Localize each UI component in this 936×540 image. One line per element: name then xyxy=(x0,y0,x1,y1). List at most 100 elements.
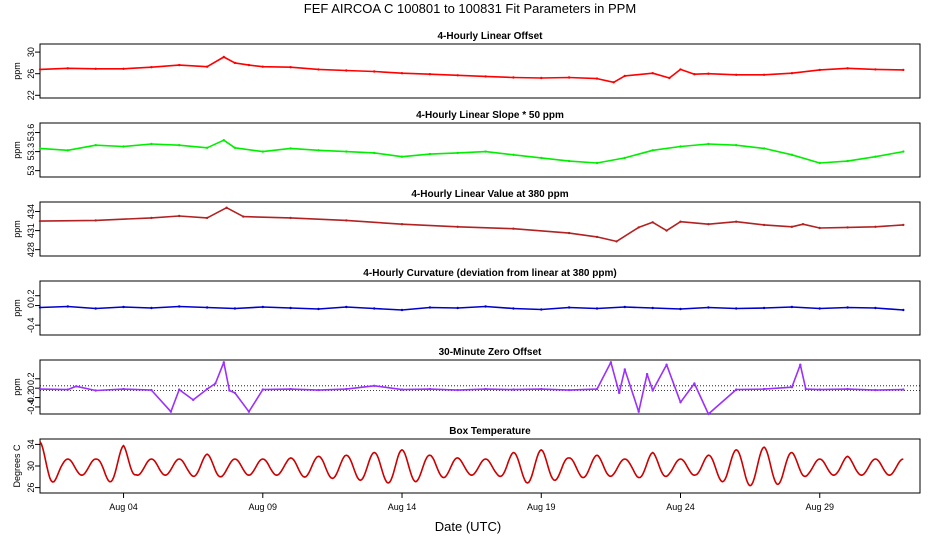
data-point xyxy=(345,219,348,222)
data-point xyxy=(512,388,515,391)
data-point xyxy=(874,155,877,158)
data-point xyxy=(818,161,821,165)
data-point xyxy=(612,81,615,84)
panel-title: 4-Hourly Curvature (deviation from linea… xyxy=(363,268,616,279)
panel-title: 4-Hourly Linear Value at 380 ppm xyxy=(411,189,568,200)
data-point xyxy=(38,68,42,71)
data-point xyxy=(317,68,320,71)
data-point xyxy=(428,152,432,156)
panel-frame xyxy=(39,280,921,336)
data-point xyxy=(540,156,543,160)
data-point xyxy=(261,150,264,153)
data-point xyxy=(373,70,376,73)
data-point xyxy=(623,74,626,78)
data-point xyxy=(623,156,626,160)
x-tick-label: Aug 14 xyxy=(388,502,417,512)
data-point xyxy=(735,307,738,310)
data-point xyxy=(707,223,710,226)
data-point xyxy=(289,66,292,69)
data-point xyxy=(846,159,849,163)
x-axis-label: Date (UTC) xyxy=(435,519,501,534)
data-point xyxy=(317,388,320,392)
data-point xyxy=(66,305,70,308)
data-point xyxy=(637,226,640,229)
data-point xyxy=(762,306,766,310)
x-tick-label: Aug 04 xyxy=(109,502,138,512)
data-point xyxy=(122,67,125,71)
data-point xyxy=(902,150,905,153)
data-point xyxy=(874,306,877,310)
chart-panel-5: 30-Minute Zero Offset -0.4-0.200.2 ppm xyxy=(12,347,921,416)
figure-title: FEF AIRCOA C 100801 to 100831 Fit Parame… xyxy=(304,1,636,16)
data-point xyxy=(38,306,42,309)
data-point xyxy=(484,305,487,308)
data-point xyxy=(735,388,738,391)
panel-title: 4-Hourly Linear Offset xyxy=(437,31,543,42)
data-point xyxy=(874,68,877,71)
data-point xyxy=(679,68,682,71)
data-point xyxy=(595,77,599,80)
data-point xyxy=(94,389,97,392)
data-point xyxy=(261,305,264,309)
data-point xyxy=(38,147,42,150)
data-point xyxy=(804,387,807,391)
data-point xyxy=(400,388,404,391)
data-point xyxy=(178,63,181,67)
data-point xyxy=(345,150,348,153)
data-point xyxy=(345,387,348,391)
y-tick-label: 428 xyxy=(26,242,36,257)
data-point xyxy=(902,223,905,227)
data-point xyxy=(567,306,571,309)
data-point xyxy=(762,223,766,227)
data-point xyxy=(651,72,654,75)
data-point xyxy=(679,220,682,223)
data-point xyxy=(428,73,432,76)
data-point xyxy=(122,387,125,391)
data-point xyxy=(846,226,849,229)
data-point xyxy=(66,67,70,70)
data-point xyxy=(66,388,70,391)
data-point xyxy=(225,206,228,209)
data-point xyxy=(261,388,264,391)
panel-title: 30-Minute Zero Offset xyxy=(439,347,542,358)
data-point xyxy=(790,386,794,389)
data-point xyxy=(735,220,738,223)
y-axis-label: ppm xyxy=(12,220,22,238)
data-point xyxy=(222,361,225,364)
data-point xyxy=(846,67,849,70)
data-point xyxy=(799,363,802,366)
data-point xyxy=(94,144,97,147)
data-point xyxy=(233,61,237,65)
data-point xyxy=(214,382,217,385)
data-point xyxy=(400,308,404,312)
data-point xyxy=(846,387,849,391)
data-point xyxy=(484,150,487,153)
data-point xyxy=(66,149,70,152)
data-point xyxy=(762,387,766,391)
data-point xyxy=(665,229,668,232)
data-point xyxy=(373,384,376,387)
data-point xyxy=(289,387,292,391)
data-point xyxy=(456,151,459,155)
data-point xyxy=(790,225,794,228)
data-point xyxy=(645,372,649,376)
data-point xyxy=(456,74,459,77)
data-point xyxy=(400,223,404,226)
data-point xyxy=(289,216,292,220)
panel-frame xyxy=(39,201,921,257)
data-point xyxy=(762,73,766,77)
y-tick-label: -0.2 xyxy=(26,390,36,406)
data-point xyxy=(818,388,821,391)
data-point xyxy=(247,63,251,67)
y-tick-label: 0 xyxy=(26,386,36,391)
x-tick-label: Aug 24 xyxy=(666,502,695,512)
data-point xyxy=(540,387,543,391)
data-point xyxy=(707,72,710,75)
data-point xyxy=(693,73,696,76)
series-line xyxy=(39,361,904,415)
data-point xyxy=(874,225,877,228)
data-point xyxy=(456,225,459,228)
y-tick-label: 431 xyxy=(26,223,36,238)
chart-panel-4: 4-Hourly Curvature (deviation from linea… xyxy=(12,268,921,336)
data-point xyxy=(595,387,599,391)
